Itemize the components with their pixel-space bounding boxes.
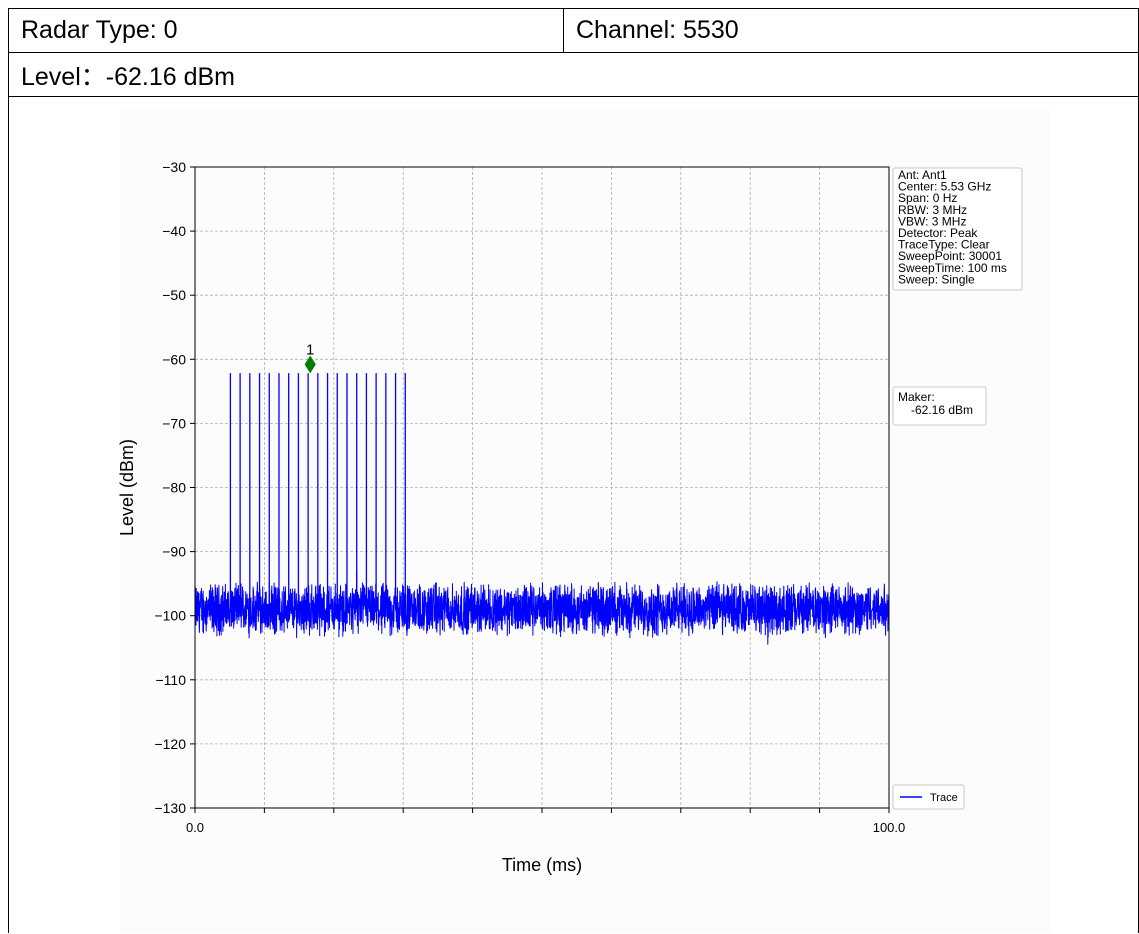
y-tick-label: −130	[154, 800, 186, 816]
report-table: Radar Type: 0 Channel: 5530 Level：-62.16…	[8, 8, 1139, 933]
info-box-line: SweepTime: 100 ms	[898, 261, 1007, 275]
y-tick-label: −50	[162, 287, 186, 303]
y-tick-label: −80	[162, 480, 186, 496]
chart-area: −30 −40 −50 −60 −70 −80 −90 −100 −110 −120 −130 0.0…	[9, 97, 1138, 933]
info-box-line: Center: 5.53 GHz	[898, 180, 991, 194]
info-box-line: TraceType: Clear	[898, 238, 990, 252]
y-tick-label: −70	[162, 415, 186, 431]
legend-box	[892, 784, 965, 810]
level-cell: Level：-62.16 dBm	[21, 62, 236, 91]
y-tick-label: −40	[162, 223, 186, 239]
x-tick-label: 0.0	[186, 820, 204, 835]
x-axis-label: Time (ms)	[502, 855, 582, 875]
y-tick-label: −120	[154, 736, 186, 752]
marker-diamond	[304, 355, 316, 374]
info-box-line: RBW: 3 MHz	[898, 203, 967, 217]
info-box-line: Sweep: Single	[898, 272, 975, 286]
trace-noise	[194, 570, 890, 645]
info-box	[892, 167, 1023, 291]
y-tick-label: −100	[154, 608, 186, 624]
radar-type-cell: Radar Type: 0	[9, 9, 564, 52]
marker-box-title: Maker:	[898, 390, 935, 404]
x-tick-label: 100.0	[873, 820, 906, 835]
marker-box	[892, 386, 987, 426]
y-axis-label: Level (dBm)	[117, 439, 137, 536]
info-box-line: Span: 0 Hz	[898, 191, 957, 205]
y-tick-label: −30	[162, 159, 186, 175]
y-tick-label: −90	[162, 544, 186, 560]
radar-chart: −30 −40 −50 −60 −70 −80 −90 −100 −110 −120 −1300.0…	[117, 110, 1050, 933]
y-tick-label: −110	[156, 672, 187, 688]
header-row-2: Level：-62.16 dBm	[9, 53, 1138, 97]
y-tick-label: −60	[162, 351, 186, 367]
info-box-line: Ant: Ant1	[898, 168, 947, 182]
info-box-line: Detector: Peak	[898, 226, 978, 240]
legend-label: Trace	[930, 792, 958, 804]
info-box-line: VBW: 3 MHz	[898, 214, 966, 228]
channel-cell: Channel: 5530	[576, 16, 739, 44]
header-row-1: Radar Type: 0 Channel: 5530	[9, 9, 1138, 53]
marker-box-value: -62.16 dBm	[911, 403, 973, 417]
marker-label: 1	[306, 341, 314, 358]
info-box-line: SweepPoint: 30001	[898, 249, 1002, 263]
